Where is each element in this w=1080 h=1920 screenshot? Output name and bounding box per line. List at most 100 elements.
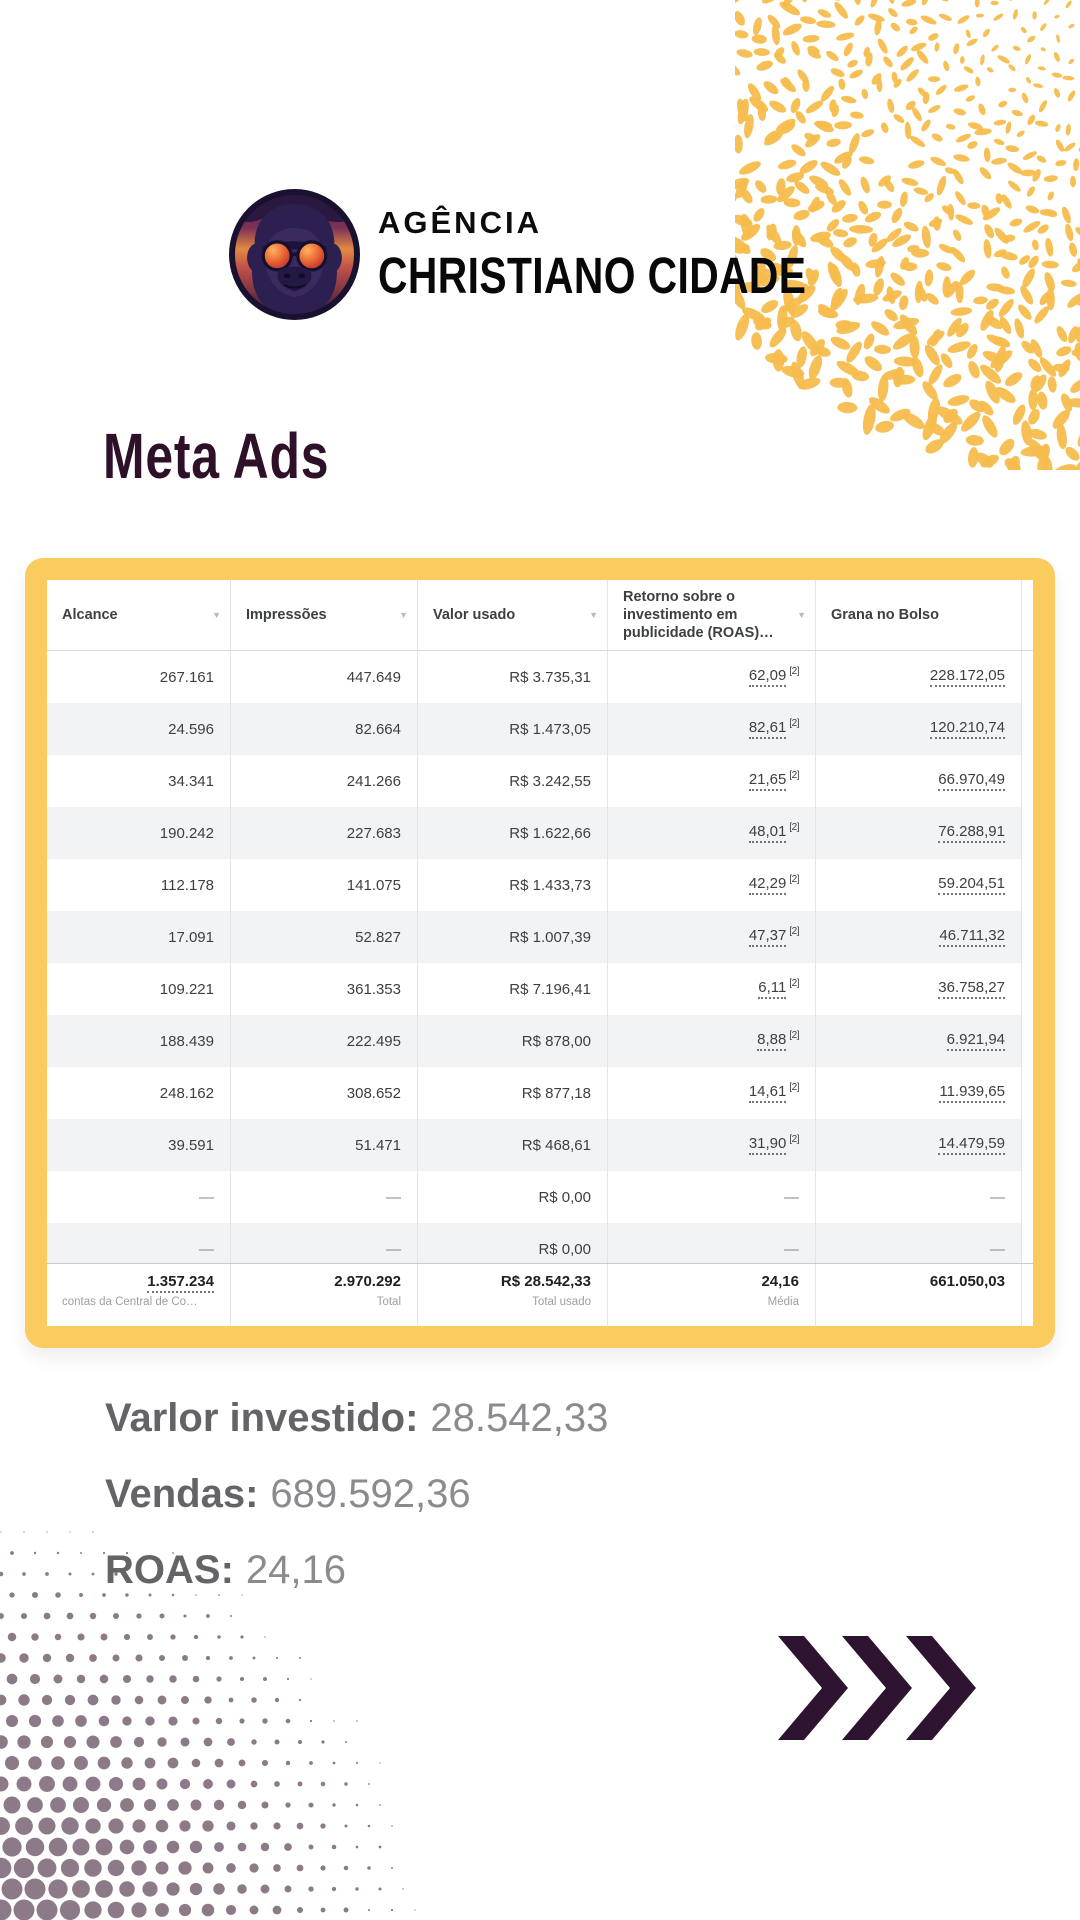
cell-value: R$ 468,61 bbox=[521, 1136, 591, 1154]
cell-impressoes: 51.471 bbox=[231, 1119, 418, 1171]
column-label: Valor usado bbox=[433, 607, 516, 623]
roas-value[interactable]: 21,65 bbox=[748, 771, 787, 791]
brand-agency-name: CHRISTIANO CIDADE bbox=[378, 246, 807, 304]
cell-value: — bbox=[199, 1188, 214, 1206]
cell-value: 52.827 bbox=[355, 928, 401, 946]
cell-alcance: 24.596 bbox=[47, 703, 231, 755]
cell-value: — bbox=[386, 1188, 401, 1206]
grana-value[interactable]: 120.210,74 bbox=[929, 719, 1005, 739]
cell-value: 361.353 bbox=[346, 980, 401, 998]
roas-value[interactable]: 6,11 bbox=[758, 979, 787, 999]
cell-value: — bbox=[199, 1240, 214, 1258]
scroll-gutter bbox=[1022, 703, 1033, 755]
scroll-gutter bbox=[1022, 963, 1033, 1015]
column-header-roas[interactable]: Retorno sobre o investimento em publicid… bbox=[608, 580, 816, 650]
footnote-ref: [2] bbox=[789, 821, 799, 833]
cell-alcance: 17.091 bbox=[47, 911, 231, 963]
cell-valor-usado: R$ 1.622,66 bbox=[418, 807, 608, 859]
grana-value[interactable]: 76.288,91 bbox=[938, 823, 1005, 843]
cell-alcance: 267.161 bbox=[47, 651, 231, 703]
column-header-grana-no-bolso[interactable]: Grana no Bolso bbox=[816, 580, 1022, 650]
footer-avg-roas: 24,16 bbox=[761, 1273, 799, 1290]
column-header-alcance[interactable]: Alcance ▼ bbox=[47, 580, 231, 650]
roas-value[interactable]: 8,88 bbox=[757, 1031, 787, 1051]
cell-valor-usado: R$ 7.196,41 bbox=[418, 963, 608, 1015]
chevron-icon bbox=[906, 1636, 976, 1740]
roas-value[interactable]: 42,29 bbox=[748, 875, 787, 895]
table-row: 109.221 361.353 R$ 7.196,41 6,11 [2] 36.758,2… bbox=[47, 963, 1033, 1015]
summary-label: Varlor investido: bbox=[105, 1395, 419, 1440]
cell-impressoes: 52.827 bbox=[231, 911, 418, 963]
scroll-gutter bbox=[1022, 859, 1033, 911]
summary-sales: Vendas: 689.592,36 bbox=[105, 1456, 608, 1532]
cell-value: R$ 3.242,55 bbox=[509, 772, 591, 790]
scroll-gutter bbox=[1022, 1223, 1033, 1263]
grana-value[interactable]: 6.921,94 bbox=[946, 1031, 1005, 1051]
cell-impressoes: 361.353 bbox=[231, 963, 418, 1015]
grana-value[interactable]: 36.758,27 bbox=[938, 979, 1005, 999]
cell-value: 308.652 bbox=[346, 1084, 401, 1102]
cell-valor-usado: R$ 1.433,73 bbox=[418, 859, 608, 911]
cell-alcance: 248.162 bbox=[47, 1067, 231, 1119]
page-title: Meta Ads bbox=[103, 420, 330, 492]
cell-valor-usado: R$ 1.473,05 bbox=[418, 703, 608, 755]
grana-value[interactable]: 11.939,65 bbox=[939, 1083, 1005, 1103]
grana-value: — bbox=[990, 1240, 1005, 1258]
roas-value[interactable]: 62,09 bbox=[748, 667, 787, 687]
scroll-gutter bbox=[1022, 1171, 1033, 1223]
column-header-valor-usado[interactable]: Valor usado ▼ bbox=[418, 580, 608, 650]
cell-value: 34.341 bbox=[168, 772, 214, 790]
grana-value[interactable]: 59.204,51 bbox=[938, 875, 1005, 895]
table-row: 267.161 447.649 R$ 3.735,31 62,09 [2] 228.172… bbox=[47, 651, 1033, 703]
cell-grana-no-bolso: 6.921,94 bbox=[816, 1015, 1022, 1067]
roas-value[interactable]: 82,61 bbox=[748, 719, 787, 739]
grana-value[interactable]: 46.711,32 bbox=[939, 927, 1005, 947]
cell-grana-no-bolso: 66.970,49 bbox=[816, 755, 1022, 807]
cell-impressoes: 447.649 bbox=[231, 651, 418, 703]
cell-value: R$ 877,18 bbox=[521, 1084, 591, 1102]
cell-roas: 47,37 [2] bbox=[608, 911, 816, 963]
cell-value: R$ 0,00 bbox=[538, 1240, 591, 1258]
cell-valor-usado: R$ 3.242,55 bbox=[418, 755, 608, 807]
cell-value: 241.266 bbox=[346, 772, 401, 790]
sort-arrow-icon[interactable]: ▼ bbox=[212, 610, 221, 620]
cell-roas: 62,09 [2] bbox=[608, 651, 816, 703]
footer-total-impressions: 2.970.292 bbox=[334, 1273, 401, 1290]
cell-value: 248.162 bbox=[159, 1084, 214, 1102]
cell-value: R$ 1.433,73 bbox=[509, 876, 591, 894]
cell-roas: 82,61 [2] bbox=[608, 703, 816, 755]
sort-arrow-icon[interactable]: ▼ bbox=[399, 610, 408, 620]
cell-value: R$ 1.007,39 bbox=[509, 928, 591, 946]
footer-caption: Total usado bbox=[532, 1296, 591, 1308]
cell-alcance: — bbox=[47, 1171, 231, 1223]
footnote-ref: [2] bbox=[789, 873, 799, 885]
footer-total-reach[interactable]: 1.357.234 bbox=[147, 1273, 214, 1293]
summary-value: 28.542,33 bbox=[430, 1395, 609, 1440]
footer-caption: Total bbox=[376, 1296, 401, 1308]
cell-impressoes: 227.683 bbox=[231, 807, 418, 859]
roas-value[interactable]: 48,01 bbox=[748, 823, 787, 843]
grana-value[interactable]: 228.172,05 bbox=[929, 667, 1005, 687]
roas-value[interactable]: 47,37 bbox=[748, 927, 787, 947]
grana-value[interactable]: 14.479,59 bbox=[938, 1135, 1005, 1155]
sort-arrow-icon[interactable]: ▼ bbox=[589, 610, 598, 620]
cell-alcance: 188.439 bbox=[47, 1015, 231, 1067]
grana-value[interactable]: 66.970,49 bbox=[938, 771, 1005, 791]
cell-impressoes: 222.495 bbox=[231, 1015, 418, 1067]
scroll-gutter bbox=[1022, 1119, 1033, 1171]
roas-value[interactable]: 14,61 bbox=[748, 1083, 787, 1103]
roas-value[interactable]: 31,90 bbox=[748, 1135, 787, 1155]
triple-chevron-icon bbox=[778, 1636, 976, 1740]
footer-cell-valor-usado: R$ 28.542,33 Total usado bbox=[418, 1264, 608, 1326]
sort-arrow-icon[interactable]: ▼ bbox=[797, 610, 806, 620]
table-row: 34.341 241.266 R$ 3.242,55 21,65 [2] 66.970,4… bbox=[47, 755, 1033, 807]
table-row: 39.591 51.471 R$ 468,61 31,90 [2] 14.479,59 bbox=[47, 1119, 1033, 1171]
cell-value: 227.683 bbox=[346, 824, 401, 842]
roas-value: — bbox=[784, 1240, 799, 1258]
cell-grana-no-bolso: 36.758,27 bbox=[816, 963, 1022, 1015]
cell-value: 112.178 bbox=[160, 876, 214, 894]
scroll-gutter bbox=[1022, 1015, 1033, 1067]
summary-roas: ROAS: 24,16 bbox=[105, 1532, 608, 1608]
column-header-impressoes[interactable]: Impressões ▼ bbox=[231, 580, 418, 650]
gorilla-logo-icon bbox=[228, 188, 361, 321]
